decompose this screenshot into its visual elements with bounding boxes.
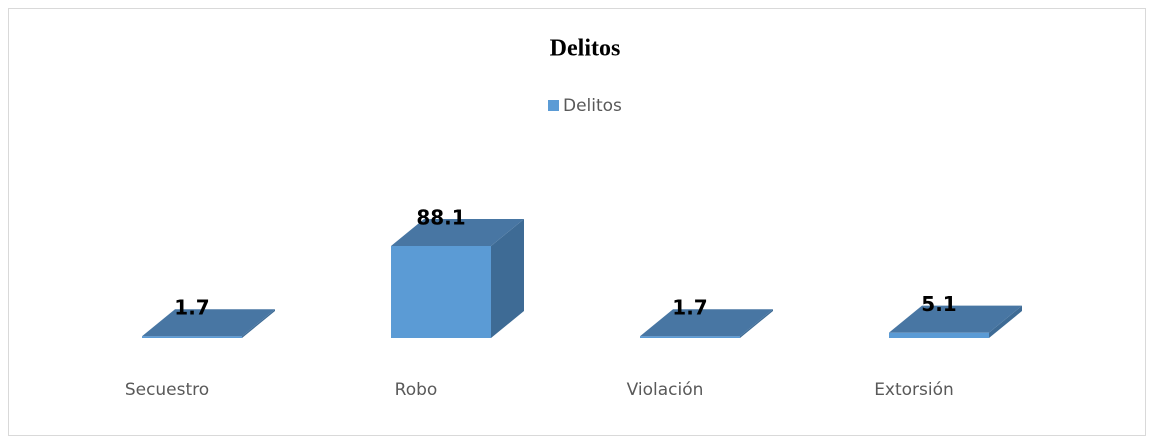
bar-side [740,309,773,338]
data-label: 1.7 [672,296,707,320]
bar [889,332,989,338]
bar [142,336,242,338]
chart-border [8,8,1146,436]
bar-top [391,219,524,246]
x-tick-label: Secuestro [125,380,209,400]
bar-side [989,305,1022,338]
bar [391,246,491,338]
bar-top [889,305,1022,333]
data-label: 5.1 [921,292,956,316]
x-tick-label: Extorsión [874,380,954,400]
data-label: 1.7 [174,296,209,320]
bar-top [142,309,275,337]
x-tick-label: Robo [395,380,438,400]
chart-title: Delitos [550,36,621,62]
data-label: 88.1 [416,206,465,230]
legend-swatch [548,100,559,111]
bar-side [242,309,275,338]
bar-side [491,219,524,338]
bar-top [640,309,773,337]
bar [640,336,740,338]
legend-label: Delitos [563,96,622,116]
x-tick-label: Violación [627,380,704,400]
